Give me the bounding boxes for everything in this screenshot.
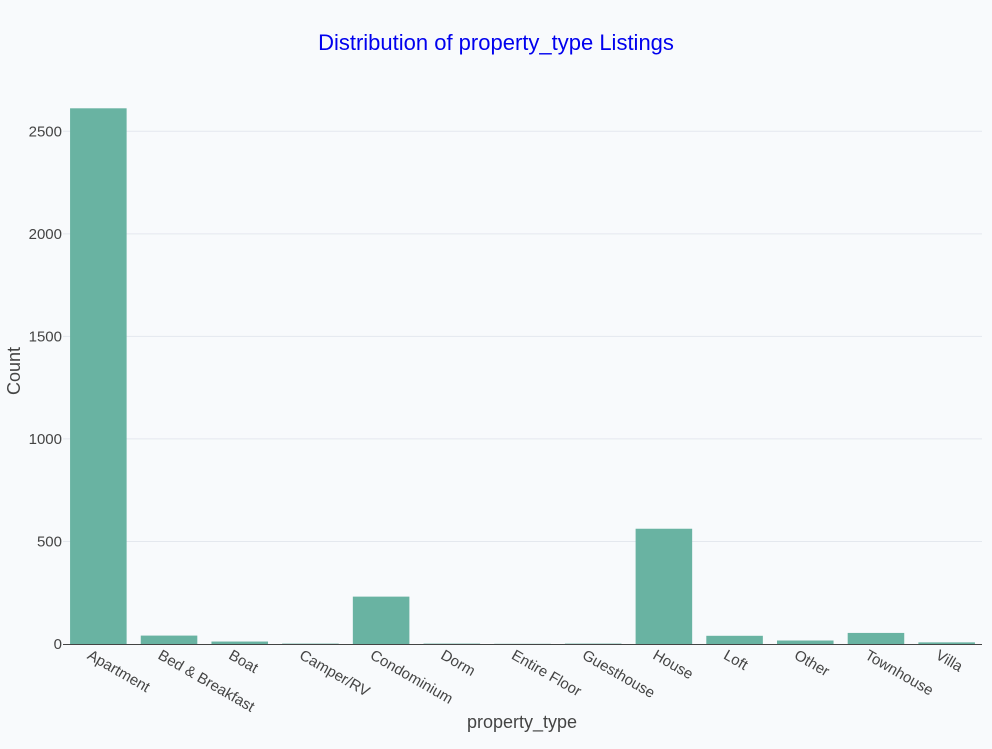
x-tick-label: Townhouse [862, 647, 936, 700]
x-tick-label: House [650, 647, 696, 683]
bar [70, 108, 127, 644]
y-axis-title: Count [4, 347, 24, 395]
y-tick-label: 2500 [29, 123, 62, 140]
bars [70, 108, 975, 644]
y-tick-label: 1000 [29, 431, 62, 448]
bar [706, 636, 763, 644]
bar [848, 633, 905, 644]
bar [918, 642, 975, 644]
x-axis-title: property_type [467, 712, 577, 733]
y-axis-ticks: 0 500 1000 1500 2000 2500 [29, 123, 62, 653]
chart-title: Distribution of property_type Listings [318, 30, 674, 55]
x-tick-label: Apartment [84, 647, 153, 697]
bar [141, 636, 198, 644]
y-tick-label: 500 [37, 533, 62, 550]
y-tick-label: 1500 [29, 328, 62, 345]
gridlines [63, 131, 982, 541]
x-tick-label: Dorm [438, 647, 478, 680]
bar [353, 597, 410, 644]
x-tick-label: Loft [721, 647, 752, 675]
y-tick-label: 0 [54, 636, 62, 653]
bar [777, 641, 834, 644]
bar [211, 642, 268, 644]
x-tick-label: Entire Floor [509, 647, 585, 700]
x-tick-label: Villa [933, 647, 966, 676]
x-tick-label: Guesthouse [579, 647, 658, 702]
x-tick-label: Boat [226, 647, 262, 678]
y-tick-label: 2000 [29, 226, 62, 243]
x-tick-label: Other [791, 647, 832, 680]
bar [636, 529, 693, 644]
x-tick-label: Camper/RV [296, 647, 372, 701]
